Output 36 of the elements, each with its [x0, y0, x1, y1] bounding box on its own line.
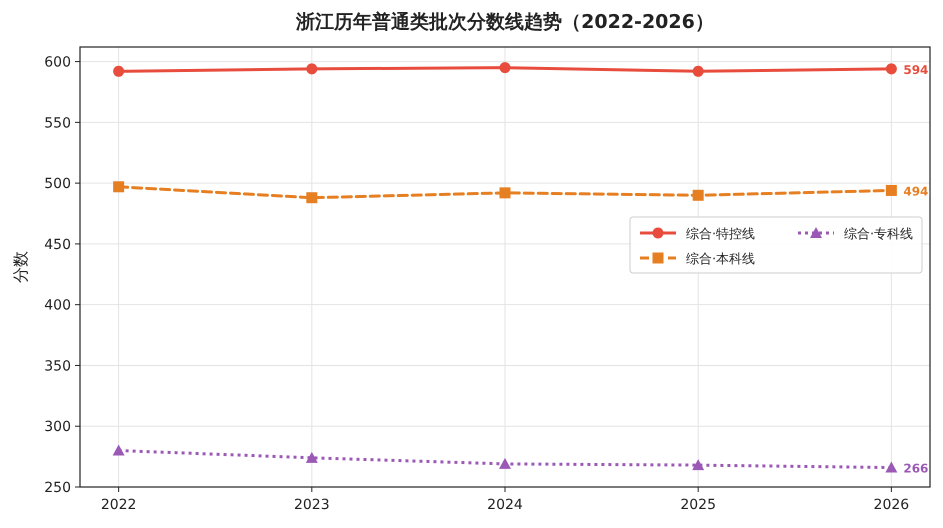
x-tick-label: 2022: [100, 497, 136, 513]
x-tick-label: 2024: [487, 497, 523, 513]
point: [885, 462, 898, 473]
y-tick-label: 450: [44, 236, 71, 253]
data-label: 594: [903, 62, 928, 77]
legend-label: 综合·本科线: [686, 252, 756, 267]
data-label: 266: [903, 462, 928, 476]
data-label: 494: [903, 184, 928, 198]
point: [499, 458, 511, 469]
x-tick-label: 2026: [874, 497, 910, 513]
y-tick-label: 350: [44, 358, 71, 374]
y-tick-label: 400: [44, 298, 71, 314]
y-tick-label: 300: [44, 419, 71, 436]
point: [692, 66, 704, 77]
point: [886, 184, 897, 196]
chart-title: 浙江历年普通类批次分数线趋势（2022-2026）: [295, 11, 714, 33]
point: [112, 444, 125, 456]
point: [306, 192, 318, 204]
y-tick-label: 550: [44, 115, 71, 132]
point: [306, 63, 318, 74]
point: [113, 66, 124, 77]
x-tick-label: 2023: [294, 497, 330, 513]
legend-label: 综合·特控线: [686, 227, 756, 242]
legend-label: 综合·专科线: [844, 227, 914, 242]
y-axis-title: 分数: [11, 251, 30, 283]
point: [500, 62, 510, 74]
y-tick-label: 600: [44, 54, 71, 71]
point: [500, 187, 510, 198]
point: [692, 459, 704, 470]
point: [886, 63, 897, 74]
point: [692, 190, 704, 201]
y-tick-label: 500: [44, 176, 71, 192]
y-tick-label: 250: [44, 480, 71, 496]
point: [113, 181, 124, 192]
x-tick-label: 2025: [680, 497, 716, 513]
point: [306, 452, 318, 463]
